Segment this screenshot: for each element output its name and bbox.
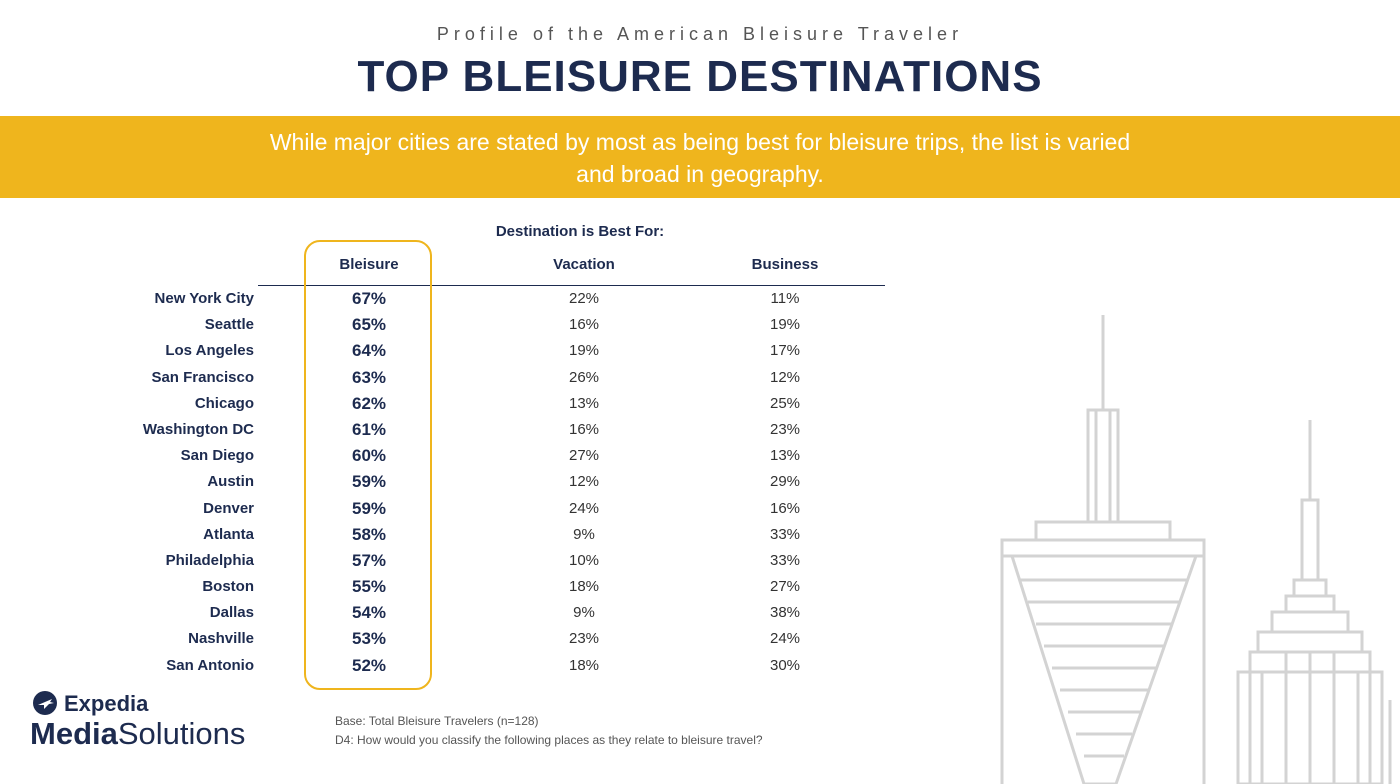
table-row: Los Angeles 64% 19% 17% [0,340,900,366]
vacation-value: 18% [568,578,600,596]
vacation-value: 27% [568,447,600,465]
vacation-value: 23% [568,630,600,648]
bleisure-value: 59% [351,498,387,518]
bleisure-value: 57% [351,550,387,570]
bleisure-value: 59% [351,472,387,492]
header-divider [258,285,885,286]
vacation-value: 16% [568,420,600,438]
table-row: Atlanta 58% 9% 33% [0,524,900,550]
table-row: San Diego 60% 27% 13% [0,445,900,471]
vacation-value: 9% [573,525,595,543]
destination-table: New York City 67% 22% 11% Seattle 65% 16% 19% Lo… [0,288,900,681]
banner-text: While major cities are stated by most as… [269,129,1131,187]
city-name: Chicago [194,394,254,412]
expedia-media-solutions-logo: Expedia MediaSolutions [30,688,290,758]
bleisure-value: 58% [351,524,387,544]
bleisure-value: 53% [351,629,387,649]
vacation-value: 22% [568,290,600,307]
city-name: Atlanta [203,525,254,543]
column-header-bleisure: Bleisure [339,256,399,273]
logo-brand-text: Expedia [64,691,149,716]
business-value: 23% [769,420,801,438]
city-name: Nashville [188,630,254,648]
city-name: San Francisco [151,368,254,386]
page-title: TOP BLEISURE DESTINATIONS [357,52,1043,101]
business-value: 29% [769,473,801,491]
bleisure-value: 61% [351,419,387,439]
business-value: 13% [769,447,801,465]
bleisure-value: 62% [351,393,387,413]
business-value: 33% [769,525,801,543]
business-value: 27% [769,578,801,596]
city-name: Philadelphia [165,551,254,569]
column-header-business: Business [751,256,819,273]
bleisure-value: 67% [351,289,387,308]
table-row: Chicago 62% 13% 25% [0,393,900,419]
column-group-label: Destination is Best For: [495,223,665,240]
globe-plane-icon [33,691,57,715]
table-row: San Antonio 52% 18% 30% [0,655,900,681]
report-subtitle: Profile of the American Bleisure Travele… [436,24,964,44]
city-name: San Diego [180,447,254,465]
table-row: Boston 55% 18% 27% [0,576,900,602]
business-value: 25% [769,394,801,412]
vacation-value: 26% [568,368,600,386]
business-value: 17% [769,342,801,360]
table-row: Dallas 54% 9% 38% [0,602,900,628]
city-name: Dallas [209,604,254,622]
bleisure-value: 52% [351,655,387,675]
vacation-value: 9% [573,604,595,622]
table-row: Denver 59% 24% 16% [0,498,900,524]
table-row: San Francisco 63% 26% 12% [0,367,900,393]
business-value: 33% [769,551,801,569]
logo-sub-text: MediaSolutions [30,716,245,752]
vacation-value: 19% [568,342,600,360]
table-row: Philadelphia 57% 10% 33% [0,550,900,576]
business-value: 19% [769,316,801,334]
question-note: D4: How would you classify the following… [335,733,763,747]
bleisure-value: 64% [351,341,387,361]
business-value: 11% [770,290,800,307]
table-row: Seattle 65% 16% 19% [0,314,900,340]
bleisure-value: 55% [351,577,387,597]
bleisure-value: 63% [351,367,387,387]
bleisure-value: 65% [351,315,387,335]
skyline-illustration [1000,315,1392,784]
vacation-value: 16% [568,316,600,334]
summary-banner: While major cities are stated by most as… [0,116,1400,198]
bleisure-value: 60% [351,446,387,466]
footnotes: Base: Total Bleisure Travelers (n=128) D… [335,712,763,750]
city-name: Washington DC [142,420,254,438]
city-name: San Antonio [166,656,254,674]
vacation-value: 10% [568,551,600,569]
business-value: 24% [769,630,801,648]
table-row: Austin 59% 12% 29% [0,471,900,497]
business-value: 38% [769,604,801,622]
city-name: Los Angeles [165,342,254,360]
business-value: 30% [769,656,801,674]
business-value: 16% [769,499,801,517]
table-row: Nashville 53% 23% 24% [0,628,900,654]
vacation-value: 13% [568,394,600,412]
logo-sub-bold: Media [30,716,118,751]
vacation-value: 12% [568,473,600,491]
column-header-vacation: Vacation [553,256,615,273]
logo-sub-regular: Solutions [117,716,246,751]
city-name: Austin [207,473,254,491]
city-name: Seattle [204,316,254,334]
table-row: Washington DC 61% 16% 23% [0,419,900,445]
city-name: New York City [154,290,254,307]
vacation-value: 18% [568,656,600,674]
table-row: New York City 67% 22% 11% [0,288,900,314]
bleisure-value: 54% [351,603,387,623]
city-name: Boston [202,578,254,596]
bleisure-column-highlight [304,240,432,690]
base-note: Base: Total Bleisure Travelers (n=128) [335,714,539,728]
vacation-value: 24% [568,499,600,517]
city-name: Denver [203,499,254,517]
business-value: 12% [769,368,801,386]
